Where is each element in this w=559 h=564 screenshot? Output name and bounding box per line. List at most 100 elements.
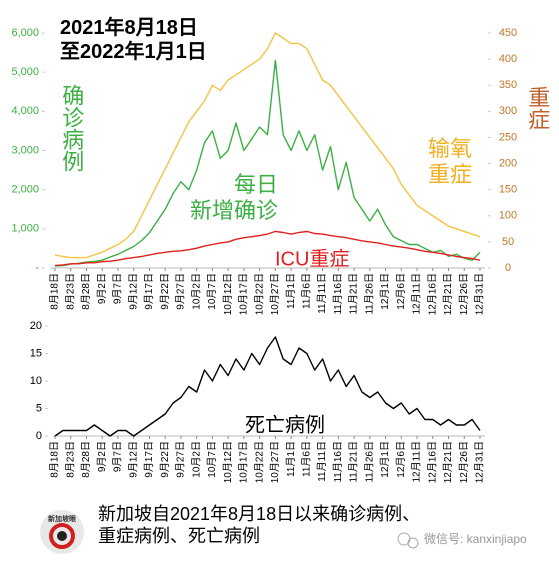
x-tick-label: 10月12日 [222,273,234,315]
y-tick-label: 0 [36,430,42,442]
series-line [54,59,481,267]
x-tick-label: 9月12日 [127,441,139,478]
title-box: 2021年8月18日至2022年1月1日 [60,17,207,63]
x-tick-label: 9月22日 [159,273,171,310]
x-tick-label: 9月7日 [112,273,124,304]
y2-tick-label: 50 [502,236,514,248]
y2-tick-label: 400 [499,53,517,65]
x-tick-label: 10月17日 [238,441,250,483]
x-tick-label: 8月18日 [49,441,61,478]
x-tick-label: 11月21日 [348,441,360,483]
x-tick-label: 8月23日 [64,441,76,478]
series-label: 输氧重症 [428,136,473,188]
x-tick-label: 10月17日 [238,273,250,315]
x-tick-label: 10月22日 [253,273,265,315]
x-tick-label: 11月26日 [363,273,375,315]
x-tick-label: 12月21日 [442,273,454,315]
y-tick-label: 5,000 [11,66,39,78]
x-tick-label: 9月17日 [143,273,155,310]
y-tick-label: 20 [30,320,42,332]
y2-tick-label: 150 [499,184,517,196]
wm-bubble [407,537,419,549]
x-tick-label: 11月6日 [300,441,312,477]
series-label: ICU重症 [275,247,349,270]
y-axis-label: 确诊病例 [59,84,84,172]
x-tick-label: 9月2日 [96,273,108,304]
y2-tick-label: 350 [499,79,517,91]
y-tick-label: 10 [30,375,42,387]
x-tick-label: 9月17日 [143,441,155,478]
series-line [54,32,481,259]
x-tick-label: 12月16日 [426,273,438,315]
x-tick-label: 10月22日 [253,441,265,483]
x-tick-label: 10月12日 [222,441,234,483]
y-tick-label: 5 [36,402,42,414]
logo: 新加坡眼 [40,510,84,554]
title: 2021年8月18日至2022年1月1日 [60,17,207,63]
y2-tick-label: 250 [499,131,517,143]
x-tick-label: 11月26日 [363,441,375,483]
y2-tick-label: 450 [499,27,517,39]
logo-eye [57,531,67,541]
caption-box: 新加坡自2021年8月18日以来确诊病例、重症病例、死亡病例 [98,504,421,546]
x-tick-label: 10月7日 [206,441,218,478]
x-tick-label: 11月16日 [332,273,344,315]
x-tick-label: 10月27日 [269,441,281,483]
x-tick-label: 11月6日 [300,273,312,309]
x-tick-label: 9月27日 [175,273,187,310]
x-tick-label: 12月21日 [442,441,454,483]
watermark-icon [397,532,419,549]
x-tick-label: 12月31日 [474,441,486,483]
series-line [54,230,481,267]
x-tick-label: 8月28日 [80,273,92,310]
x-tick-label: 8月23日 [64,273,76,310]
x-tick-label: 10月2日 [190,441,202,478]
x-tick-label: 10月2日 [190,273,202,310]
x-tick-label: 12月1日 [379,273,391,310]
y2-tick-label: 300 [499,105,517,117]
x-tick-label: 12月31日 [474,273,486,315]
y-tick-label: 3,000 [11,144,39,156]
logo-ring [49,523,75,549]
x-tick-label: 10月7日 [206,273,218,310]
caption: 新加坡自2021年8月18日以来确诊病例、重症病例、死亡病例 [98,504,421,546]
x-tick-label: 12月26日 [458,441,470,483]
x-tick-label: 11月11日 [316,441,328,482]
x-tick-label: 9月7日 [112,441,124,472]
y-tick-label: 15 [30,347,42,359]
y2-axis-label: 重症 [525,86,550,130]
y-tick-label: 4,000 [11,105,39,117]
y-tick-label: 6,000 [11,27,39,39]
x-tick-label: 9月12日 [127,273,139,310]
y-tick-label: 1,000 [11,223,39,235]
y2-tick-label: 200 [499,157,517,169]
x-tick-label: 11月1日 [285,273,297,309]
x-tick-label: 12月26日 [458,273,470,315]
x-tick-label: 12月6日 [395,441,407,478]
y-tick-label: - [35,262,39,274]
series-label: 每日新增确诊 [190,172,279,224]
series-line [54,336,481,437]
series-label: 死亡病例 [245,413,325,436]
x-tick-label: 9月2日 [96,441,108,472]
x-tick-label: 12月1日 [379,441,391,478]
watermark: 微信号: kanxinjiapo [424,532,527,546]
x-tick-label: 10月27日 [269,273,281,315]
x-tick-label: 12月6日 [395,273,407,310]
x-tick-label: 12月11日 [411,273,423,315]
x-tick-label: 8月18日 [49,273,61,310]
series-label-box: 每日新增确诊 [190,172,279,224]
x-tick-label: 9月22日 [159,441,171,478]
y2-tick-label: 0 [505,262,511,274]
x-tick-label: 12月11日 [411,441,423,483]
x-tick-label: 12月16日 [426,441,438,483]
y2-tick-label: 100 [499,210,517,222]
x-tick-label: 9月27日 [175,441,187,478]
x-tick-label: 11月1日 [285,441,297,477]
x-tick-label: 11月11日 [316,273,328,314]
x-tick-label: 11月16日 [332,441,344,483]
logo-text: 新加坡眼 [48,514,76,523]
y-tick-label: 2,000 [11,184,39,196]
series-label-box: 输氧重症 [428,136,473,188]
